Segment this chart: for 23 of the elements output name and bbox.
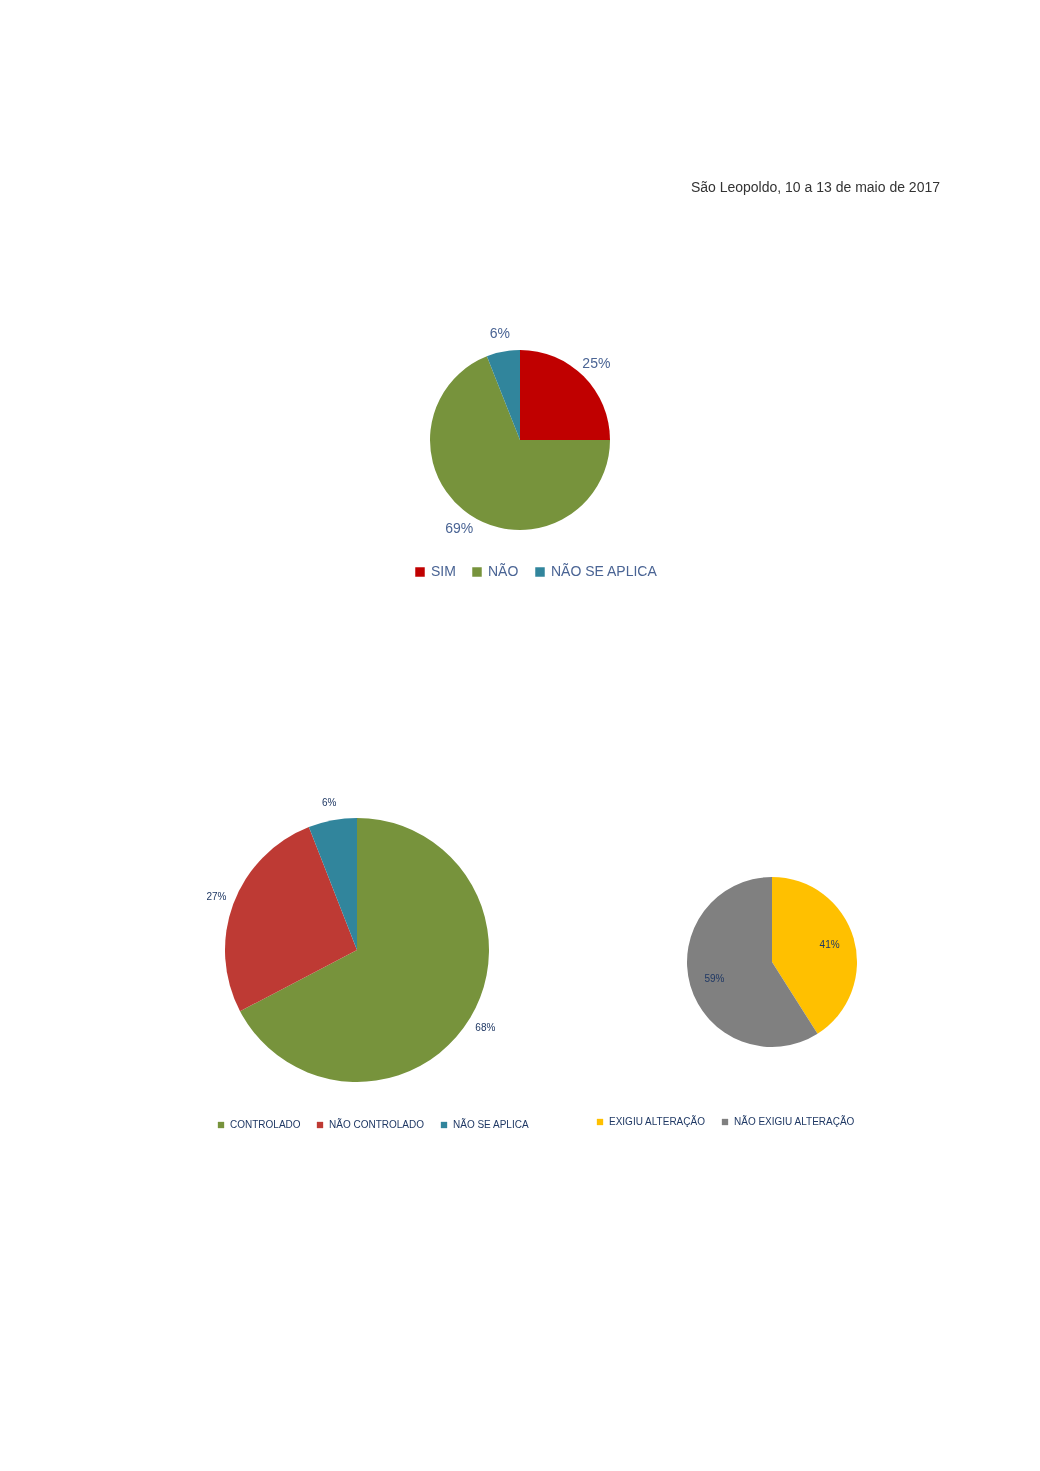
pie-slice — [486, 350, 520, 440]
pie-slice — [520, 350, 610, 440]
data-label: 25% — [582, 354, 611, 371]
legend-label: NÃO EXIGIU ALTERAÇÃO — [734, 1115, 855, 1127]
legend-label: NÃO SE APLICA — [551, 563, 658, 579]
data-label: 6% — [321, 796, 337, 808]
legend-label: NÃO CONTROLADO — [329, 1118, 425, 1130]
data-label: 27% — [206, 891, 227, 903]
legend-label: EXIGIU ALTERAÇÃO — [609, 1115, 706, 1127]
pie-slice — [225, 827, 357, 1012]
pie-slice — [687, 877, 818, 1047]
legend-label: SIM — [431, 563, 456, 579]
legend-label: NÃO SE APLICA — [453, 1118, 529, 1130]
data-label: 6% — [489, 324, 510, 341]
data-label: 41% — [819, 939, 840, 951]
legend-label: NÃO — [488, 563, 519, 579]
data-label: 59% — [704, 972, 725, 984]
text: São Leopoldo, 10 a 13 de maio de 2017 — [690, 179, 941, 195]
data-label: 69% — [445, 520, 474, 537]
pie-slice — [772, 877, 857, 1034]
legend-label: CONTROLADO — [230, 1119, 301, 1130]
pie-slice — [308, 818, 357, 950]
data-label: 68% — [475, 1021, 496, 1033]
